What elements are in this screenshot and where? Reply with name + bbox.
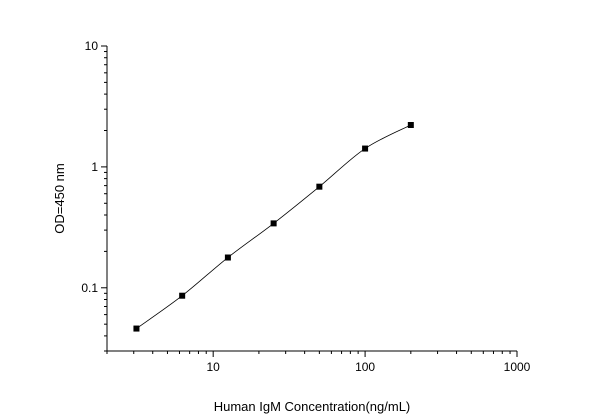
x-tick-label: 100	[355, 360, 375, 374]
y-ticks: 0.1 1 10	[81, 39, 107, 352]
x-axis-title: Human IgM Concentration(ng/mL)	[214, 399, 411, 414]
y-tick-label: 0.1	[81, 281, 98, 295]
x-tick-label: 10	[207, 360, 221, 374]
data-point	[179, 292, 186, 299]
data-point	[407, 122, 414, 128]
y-tick-label: 1	[91, 160, 98, 174]
series-line	[136, 124, 412, 329]
x-ticks: 10 100 1000	[106, 351, 531, 374]
data-point	[362, 145, 369, 152]
y-tick-label: 10	[85, 39, 99, 53]
axes	[106, 46, 517, 352]
data-point	[133, 325, 140, 332]
data-point	[224, 254, 231, 261]
data-point	[316, 183, 323, 190]
data-point	[270, 220, 277, 227]
y-axis-title: OD=450 nm	[52, 163, 67, 233]
plot-area	[133, 122, 414, 332]
x-tick-label: 1000	[504, 360, 531, 374]
